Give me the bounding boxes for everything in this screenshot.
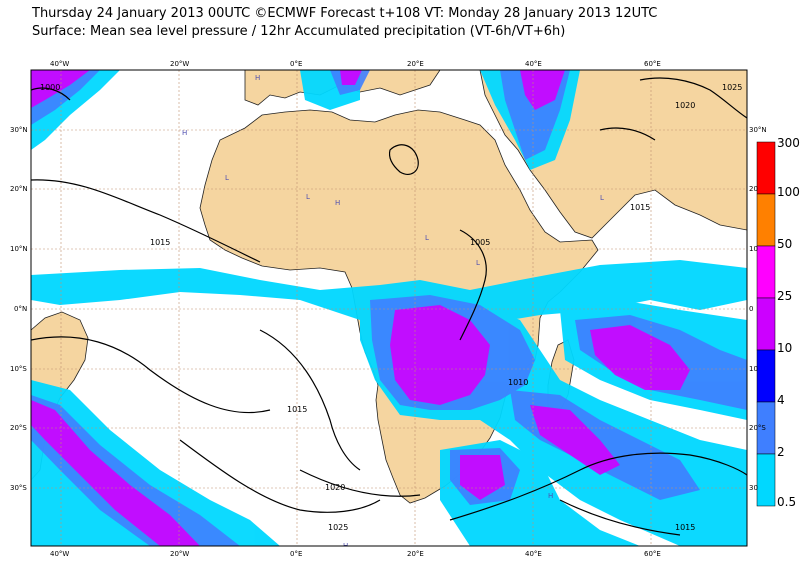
high-marker: H [548, 492, 553, 500]
lon-tick: 40°E [525, 60, 542, 68]
colorbar-segment [756, 193, 776, 247]
lon-tick: 40°W [50, 550, 70, 558]
lat-tick: 10°N [10, 245, 28, 253]
lon-tick: 40°W [50, 60, 70, 68]
isobar-label: 1020 [675, 101, 695, 110]
lat-tick: 20°S [10, 424, 27, 432]
high-marker: H [343, 542, 348, 550]
lon-tick: 20°W [170, 550, 190, 558]
lat-tick: 30°N [749, 126, 767, 134]
isobar-labels: 1000 1005 1010 1015 1015 1015 1015 1020 … [40, 83, 742, 532]
lat-tick: 10 [749, 365, 758, 373]
isobar-label: 1015 [287, 405, 307, 414]
lat-tick: 10°S [10, 365, 27, 373]
isobar-label: 1020 [325, 483, 345, 492]
lat-tick: 30°S [10, 484, 27, 492]
lat-tick: 20 [749, 185, 758, 193]
colorbar-segment [756, 141, 776, 195]
lon-tick: 20°E [407, 550, 424, 558]
colorbar-label: 2 [777, 445, 785, 459]
high-marker: H [182, 129, 187, 137]
isobar-label: 1005 [470, 238, 490, 247]
colorbar-segment [756, 297, 776, 351]
map-frame [30, 69, 748, 547]
isobar-label: 1015 [150, 238, 170, 247]
lat-tick: 20°N [10, 185, 28, 193]
colorbar-label: 4 [777, 393, 785, 407]
colorbar-label: 0.5 [777, 495, 797, 509]
map-title-line2: Surface: Mean sea level pressure / 12hr … [32, 24, 566, 39]
low-marker: L [225, 174, 229, 182]
lat-tick: 30°N [10, 126, 28, 134]
colorbar-label: 50 [777, 237, 793, 251]
lon-tick: 20°E [407, 60, 424, 68]
lon-tick: 60°E [644, 550, 661, 558]
lat-tick: 20°S [749, 424, 766, 432]
high-marker: H [335, 199, 340, 207]
lon-tick: 40°E [525, 550, 542, 558]
isobar-label: 1025 [328, 523, 348, 532]
map-title-line1: Thursday 24 January 2013 00UTC ©ECMWF Fo… [32, 6, 658, 21]
lat-tick: 30 [749, 484, 758, 492]
precipitation-colorbar [756, 141, 776, 507]
lat-tick: 0 [749, 305, 754, 313]
lat-tick: 0°N [14, 305, 28, 313]
low-marker: L [476, 259, 480, 267]
isobar-label: 1015 [630, 203, 650, 212]
colorbar-label: 300 [777, 136, 800, 150]
colorbar-segment [756, 245, 776, 299]
lat-tick: 10 [749, 245, 758, 253]
colorbar-label: 25 [777, 289, 793, 303]
colorbar-segment [756, 349, 776, 403]
colorbar-label: 10 [777, 341, 793, 355]
graticule [31, 70, 747, 546]
low-marker: L [425, 234, 429, 242]
lon-tick: 20°W [170, 60, 190, 68]
high-marker: H [255, 74, 260, 82]
colorbar-label: 100 [777, 185, 800, 199]
lon-tick: 60°E [644, 60, 661, 68]
lon-tick: 0°E [290, 60, 303, 68]
low-marker: L [306, 193, 310, 201]
pressure-centres: H H H H H L L L L L [182, 74, 604, 550]
colorbar-segment [756, 453, 776, 507]
isobar-label: 1000 [40, 83, 60, 92]
low-marker: L [600, 194, 604, 202]
lon-tick: 0°E [290, 550, 303, 558]
isobar-label: 1025 [722, 83, 742, 92]
isobar-label: 1015 [675, 523, 695, 532]
isobars [31, 77, 747, 536]
isobar-label: 1010 [508, 378, 528, 387]
